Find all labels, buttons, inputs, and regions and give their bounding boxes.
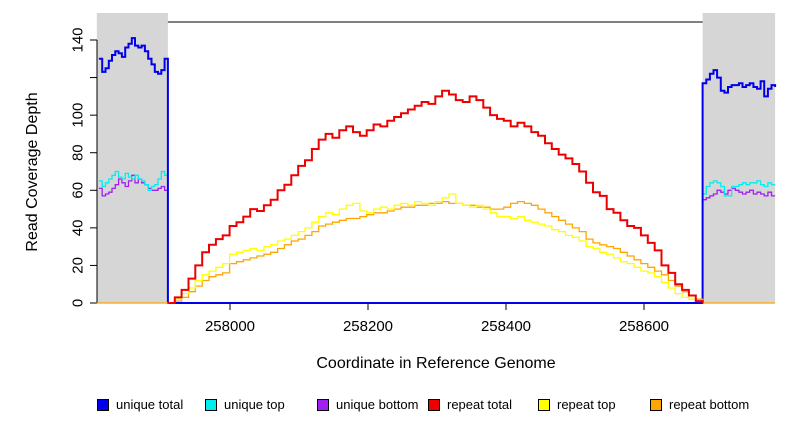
y-tick-label: 100 [70, 103, 87, 128]
series-line-repeat-bottom [96, 200, 776, 304]
y-tick-label: 40 [70, 220, 87, 237]
shaded-flank-region [96, 13, 168, 303]
series-line-unique-top [98, 170, 776, 304]
series-line-unique-bottom [98, 174, 776, 304]
x-tick-label: 258600 [619, 318, 669, 335]
y-tick-label: 80 [70, 144, 87, 161]
y-tick-label: 140 [70, 27, 87, 52]
series-line-unique-total [98, 37, 777, 304]
x-axis-title: Coordinate in Reference Genome [316, 355, 556, 372]
y-tick-label: 60 [70, 182, 87, 199]
x-tick-label: 258400 [481, 318, 531, 335]
x-tick-label: 258200 [343, 318, 393, 335]
x-tick-label: 258000 [205, 318, 255, 335]
shaded-flank-region [702, 13, 776, 303]
y-tick-label: 20 [70, 257, 87, 274]
y-axis-title: Read Coverage Depth [24, 92, 41, 252]
series-line-repeat-top [167, 193, 704, 304]
series-line-repeat-total [167, 89, 704, 304]
y-tick-label: 0 [70, 299, 87, 307]
